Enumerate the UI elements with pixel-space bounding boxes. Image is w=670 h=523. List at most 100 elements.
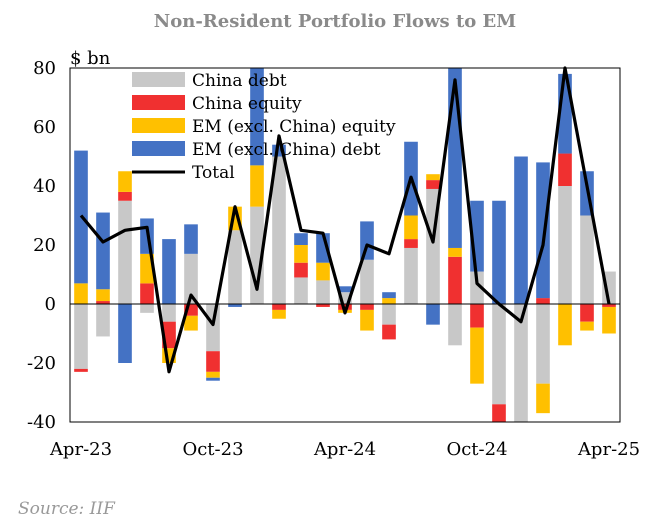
legend-swatch [132,141,185,156]
bar-em-excl-china-debt-nov-24 [492,200,506,304]
legend-swatch [132,95,185,110]
bar-em-excl-china-debt-feb-24 [294,233,308,245]
x-tick-label: Apr-25 [577,439,640,460]
bar-em-excl-china-debt-aug-23 [162,239,176,304]
bar-china-equity-mar-25 [580,304,594,322]
bar-em-excl-china-equity-may-24 [360,309,374,331]
bar-em-excl-china-equity-jan-25 [536,383,550,414]
bar-china-equity-feb-24 [294,262,308,278]
bar-china-debt-may-24 [360,259,374,304]
bar-em-excl-china-debt-may-24 [360,221,374,260]
bar-china-equity-apr-23 [74,368,88,372]
bar-em-excl-china-equity-sep-23 [184,315,198,331]
bar-china-debt-oct-24 [470,271,484,304]
x-tick-label: Apr-24 [313,439,376,460]
bar-em-excl-china-debt-apr-24 [338,286,352,293]
bar-em-excl-china-equity-oct-23 [206,371,220,378]
legend-label: EM (excl. China) equity [192,117,396,137]
bar-em-excl-china-debt-jan-24 [272,144,286,157]
bar-em-excl-china-debt-sep-23 [184,224,198,254]
bar-china-debt-feb-25 [558,186,572,304]
bar-china-equity-jan-25 [536,298,550,304]
bar-em-excl-china-debt-jan-25 [536,162,550,299]
total-line [79,66,611,374]
bar-china-equity-feb-25 [558,153,572,186]
bar-china-debt-mar-24 [316,280,330,304]
bar-china-debt-mar-25 [580,215,594,304]
source-note: Source: IIF [18,499,116,519]
bar-em-excl-china-equity-jan-24 [272,309,286,319]
y-tick-label: -20 [27,353,56,374]
bar-china-equity-aug-24 [426,180,440,189]
x-tick-label: Apr-23 [49,439,112,460]
x-tick-label: Oct-24 [446,439,507,460]
bar-em-excl-china-equity-sep-24 [448,247,462,257]
bar-china-debt-jul-24 [404,247,418,304]
bar-em-excl-china-equity-jul-24 [404,215,418,240]
bar-china-equity-apr-25 [602,304,616,307]
bar-em-excl-china-equity-apr-23 [74,283,88,304]
bar-china-debt-apr-23 [74,304,88,369]
bar-em-excl-china-debt-jun-24 [382,292,396,299]
bar-china-debt-oct-23 [206,304,220,352]
y-tick-label: -40 [27,412,56,433]
bar-em-excl-china-equity-feb-24 [294,245,308,263]
x-tick-label: Oct-23 [182,439,243,460]
legend-label: China debt [192,71,287,91]
y-tick-label: 0 [45,294,56,315]
bar-china-debt-dec-24 [514,304,528,422]
legend-label: Total [192,163,235,183]
bar-em-excl-china-debt-oct-23 [206,377,220,381]
y-tick-label: 40 [33,176,56,197]
bar-em-excl-china-debt-dec-23 [250,68,264,166]
bar-china-equity-jul-23 [140,283,154,304]
bar-china-debt-jul-23 [140,304,154,313]
chart-title: Non-Resident Portfolio Flows to EM [154,11,516,32]
y-tick-label: 80 [33,58,56,79]
bar-em-excl-china-debt-aug-24 [426,304,440,325]
bar-china-equity-sep-23 [184,304,198,316]
bar-china-equity-jan-24 [272,304,286,310]
bar-china-equity-oct-23 [206,351,220,372]
bar-china-equity-jun-23 [118,191,132,201]
bar-china-debt-sep-23 [184,253,198,304]
bar-china-equity-nov-24 [492,404,506,422]
bar-em-excl-china-debt-jun-23 [118,304,132,363]
bar-china-equity-may-23 [96,301,110,304]
bar-em-excl-china-equity-jun-23 [118,171,132,192]
bar-em-excl-china-equity-dec-23 [250,165,264,207]
bar-china-debt-jun-23 [118,200,132,304]
y-tick-label: 20 [33,235,56,256]
bar-china-debt-may-23 [96,304,110,337]
bar-china-equity-mar-24 [316,304,330,307]
legend: China debt China equity EM (excl. China) e… [132,71,396,183]
bar-china-debt-apr-24 [338,292,352,304]
legend-label: China equity [192,94,302,114]
bar-em-excl-china-equity-jun-24 [382,298,396,304]
bar-china-debt-sep-24 [448,304,462,346]
y-tick-label: 60 [33,117,56,138]
bar-china-equity-sep-24 [448,256,462,304]
bar-china-equity-may-24 [360,304,374,310]
bar-china-debt-feb-24 [294,277,308,304]
plot-frame [69,67,621,423]
bar-em-excl-china-debt-nov-23 [228,304,242,307]
bar-china-equity-jul-24 [404,239,418,248]
bar-em-excl-china-debt-sep-24 [448,68,462,248]
total-line-layer [79,66,611,374]
bar-china-debt-nov-24 [492,304,506,405]
bar-em-excl-china-equity-may-23 [96,289,110,302]
bar-china-debt-jan-25 [536,304,550,384]
bar-china-equity-oct-24 [470,304,484,328]
bar-em-excl-china-equity-feb-25 [558,304,572,346]
x-axis: Apr-23 Oct-23 Apr-24 Oct-24 Apr-25 [49,439,640,460]
bar-em-excl-china-debt-may-23 [96,212,110,290]
legend-label: EM (excl. China) debt [192,140,381,160]
bar-china-debt-aug-23 [162,304,176,322]
bar-china-debt-jun-24 [382,304,396,325]
bar-china-equity-jun-24 [382,324,396,340]
bar-em-excl-china-debt-dec-24 [514,156,528,304]
bar-em-excl-china-equity-jul-23 [140,253,154,284]
y-axis: 80 60 40 20 0 -20 -40 [27,58,56,433]
